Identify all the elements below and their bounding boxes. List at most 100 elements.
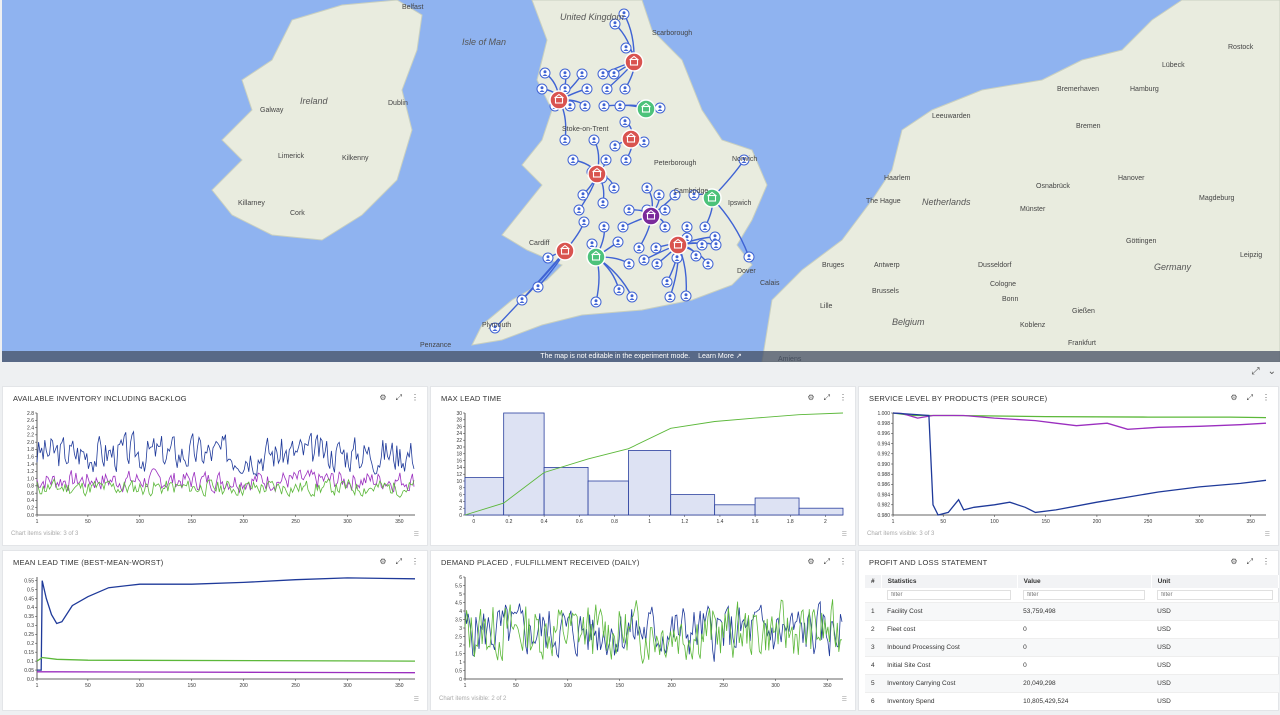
warehouse-marker[interactable] — [668, 235, 688, 255]
customer-marker[interactable] — [626, 291, 638, 303]
customer-marker[interactable] — [609, 18, 621, 30]
customer-marker[interactable] — [598, 221, 610, 233]
customer-marker[interactable] — [650, 242, 662, 254]
list-icon[interactable]: ☰ — [413, 697, 419, 703]
expand-icon[interactable]: ⤢ — [1251, 366, 1260, 377]
customer-marker[interactable] — [696, 239, 708, 251]
warehouse-marker[interactable] — [641, 206, 661, 226]
customer-marker[interactable] — [699, 221, 711, 233]
customer-marker[interactable] — [542, 252, 554, 264]
warehouse-marker[interactable] — [587, 164, 607, 184]
customer-marker[interactable] — [654, 102, 666, 114]
learn-more-link[interactable]: Learn More ↗ — [698, 353, 742, 360]
customer-marker[interactable] — [590, 296, 602, 308]
filter-value-input[interactable] — [1023, 589, 1146, 600]
customer-marker[interactable] — [597, 197, 609, 209]
table-row[interactable]: 6 Inventory Spend 10,805,429,524 USD — [865, 691, 1279, 710]
supplier-marker[interactable] — [636, 99, 656, 119]
customer-marker[interactable] — [659, 204, 671, 216]
customer-marker[interactable] — [623, 258, 635, 270]
customer-marker[interactable] — [619, 83, 631, 95]
customer-marker[interactable] — [702, 258, 714, 270]
customer-marker[interactable] — [664, 291, 676, 303]
customer-marker[interactable] — [688, 189, 700, 201]
customer-marker[interactable] — [567, 154, 579, 166]
customer-marker[interactable] — [620, 42, 632, 54]
customer-marker[interactable] — [612, 236, 624, 248]
col-header-index[interactable]: # — [865, 575, 882, 588]
expand-icon[interactable]: ⤢ — [823, 393, 830, 402]
col-header-value[interactable]: Value — [1017, 575, 1152, 588]
supplier-marker[interactable] — [586, 247, 606, 267]
customer-marker[interactable] — [586, 238, 598, 250]
table-row[interactable]: 5 Inventory Carrying Cost 20,049,298 USD — [865, 673, 1279, 692]
supplier-marker[interactable] — [702, 188, 722, 208]
list-icon[interactable]: ☰ — [841, 697, 847, 703]
customer-marker[interactable] — [578, 216, 590, 228]
customer-marker[interactable] — [681, 221, 693, 233]
warehouse-marker[interactable] — [621, 129, 641, 149]
customer-marker[interactable] — [516, 294, 528, 306]
customer-marker[interactable] — [579, 100, 591, 112]
customer-marker[interactable] — [638, 136, 650, 148]
customer-marker[interactable] — [680, 290, 692, 302]
table-row[interactable]: 1 Facility Cost 53,759,498 USD — [865, 601, 1279, 620]
warehouse-marker[interactable] — [549, 90, 569, 110]
list-icon[interactable]: ☰ — [841, 532, 847, 538]
customer-marker[interactable] — [743, 251, 755, 263]
more-icon[interactable]: ⋮ — [839, 393, 847, 402]
gear-icon[interactable]: ⚙ — [1230, 557, 1238, 566]
customer-marker[interactable] — [613, 284, 625, 296]
customer-marker[interactable] — [573, 204, 585, 216]
warehouse-marker[interactable] — [555, 241, 575, 261]
customer-marker[interactable] — [581, 83, 593, 95]
customer-marker[interactable] — [690, 250, 702, 262]
filter-statistics-input[interactable] — [887, 589, 1012, 600]
customer-marker[interactable] — [489, 322, 501, 334]
customer-marker[interactable] — [709, 231, 721, 243]
customer-marker[interactable] — [617, 221, 629, 233]
customer-marker[interactable] — [738, 154, 750, 166]
customer-marker[interactable] — [710, 239, 722, 251]
gear-icon[interactable]: ⚙ — [379, 557, 387, 566]
more-icon[interactable]: ⋮ — [1262, 557, 1270, 566]
expand-icon[interactable]: ⤢ — [823, 557, 830, 566]
list-icon[interactable]: ☰ — [413, 532, 419, 538]
customer-marker[interactable] — [576, 68, 588, 80]
customer-marker[interactable] — [659, 221, 671, 233]
customer-marker[interactable] — [588, 134, 600, 146]
more-icon[interactable]: ⋮ — [411, 393, 419, 402]
customer-marker[interactable] — [536, 83, 548, 95]
customer-marker[interactable] — [619, 116, 631, 128]
more-icon[interactable]: ⋮ — [839, 557, 847, 566]
expand-icon[interactable]: ⤢ — [1246, 557, 1253, 566]
expand-icon[interactable]: ⤢ — [395, 393, 402, 402]
customer-marker[interactable] — [559, 134, 571, 146]
customer-marker[interactable] — [623, 204, 635, 216]
customer-marker[interactable] — [653, 189, 665, 201]
customer-marker[interactable] — [608, 182, 620, 194]
warehouse-marker[interactable] — [624, 52, 644, 72]
customer-marker[interactable] — [651, 258, 663, 270]
map-view[interactable]: United Kingdom Isle of Man Ireland Belfast G… — [2, 0, 1280, 362]
table-row[interactable]: 3 Inbound Processing Cost 0 USD — [865, 637, 1279, 656]
customer-marker[interactable] — [633, 242, 645, 254]
gear-icon[interactable]: ⚙ — [379, 393, 387, 402]
customer-marker[interactable] — [600, 154, 612, 166]
customer-marker[interactable] — [601, 83, 613, 95]
table-row[interactable]: 4 Initial Site Cost 0 USD — [865, 655, 1279, 674]
customer-marker[interactable] — [641, 182, 653, 194]
customer-marker[interactable] — [661, 276, 673, 288]
customer-marker[interactable] — [598, 100, 610, 112]
customer-marker[interactable] — [620, 154, 632, 166]
customer-marker[interactable] — [559, 68, 571, 80]
expand-icon[interactable]: ⤢ — [1246, 393, 1253, 402]
gear-icon[interactable]: ⚙ — [807, 557, 815, 566]
gear-icon[interactable]: ⚙ — [807, 393, 815, 402]
expand-icon[interactable]: ⤢ — [395, 557, 402, 566]
gear-icon[interactable]: ⚙ — [1230, 393, 1238, 402]
more-icon[interactable]: ⋮ — [411, 557, 419, 566]
customer-marker[interactable] — [609, 140, 621, 152]
customer-marker[interactable] — [539, 67, 551, 79]
filter-unit-input[interactable] — [1157, 589, 1273, 600]
